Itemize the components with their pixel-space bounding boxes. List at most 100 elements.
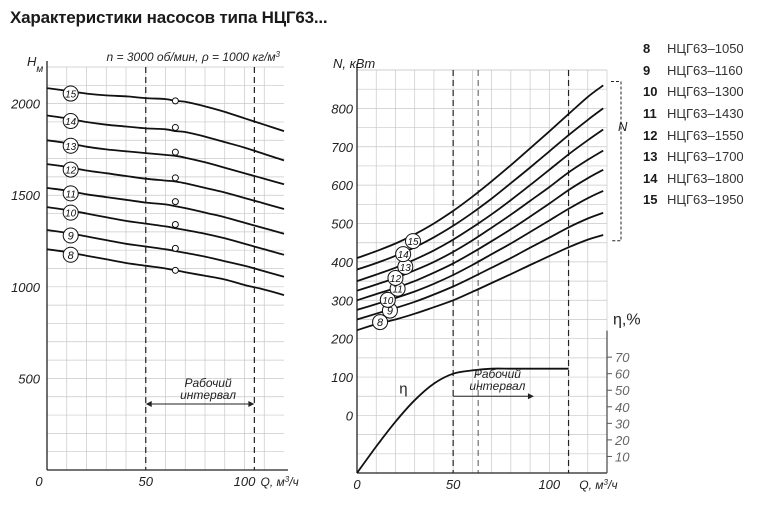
legend-number: 8	[643, 41, 651, 57]
interval-label: Рабочий	[185, 376, 232, 390]
y-tick-label: 1500	[11, 188, 41, 203]
legend-model: НЦГ63–1160	[667, 62, 743, 78]
legend-model: НЦГ63–1800	[667, 170, 744, 186]
curve-number-badge: 10	[62, 204, 79, 221]
chart-subtitle: n = 3000 об/мин, ρ = 1000 кг/м3	[107, 50, 281, 65]
efficiency-curve-label: η	[399, 381, 407, 398]
head-curve-14	[46, 114, 285, 162]
legend-model: НЦГ63–1700	[667, 149, 744, 165]
legend-number: 15	[643, 192, 658, 208]
legend-model: НЦГ63–1050	[667, 41, 744, 57]
efficiency-tick-label: 10	[615, 449, 630, 464]
legend-item: 14 НЦГ63–1800	[643, 168, 773, 190]
legend-number: 10	[643, 84, 658, 100]
interval-label: интервал	[180, 388, 236, 402]
efficiency-tick-label: 60	[615, 367, 630, 382]
badge-circle	[379, 291, 396, 308]
interval-label: интервал	[469, 379, 525, 393]
curve-number-label: 10	[382, 296, 394, 307]
x-axis-label: Q, м3/ч	[261, 475, 299, 490]
head-curve-13	[46, 139, 285, 186]
head-curve-15	[46, 87, 285, 132]
x-axis-label: Q, м3/ч	[579, 478, 617, 493]
y-axis-label: N, кВт	[333, 56, 375, 71]
x-tick-label: 0	[353, 477, 361, 492]
y-tick-label: 600	[331, 178, 353, 193]
y-axis-label: Hм	[27, 54, 43, 75]
curve-number-label: 12	[390, 274, 402, 285]
x-tick-label: 100	[234, 474, 256, 489]
curve-number-label: 13	[65, 142, 77, 153]
y-tick-label: 1000	[11, 280, 41, 295]
legend-number: 14	[643, 170, 658, 186]
y-tick-label: 400	[331, 255, 353, 270]
efficiency-tick-label: 40	[615, 400, 630, 415]
efficiency-point-marker	[171, 97, 179, 105]
efficiency-point-marker	[171, 123, 179, 131]
head-curve-10	[46, 206, 285, 256]
power-bracket	[611, 81, 622, 242]
curve-number-label: 15	[407, 237, 419, 248]
badge-circle	[62, 246, 79, 263]
badge-circle	[62, 227, 79, 244]
curve-number-label: 13	[400, 263, 412, 274]
legend-number: 11	[643, 106, 657, 122]
y-tick-label: 700	[331, 140, 353, 155]
legend-number: 13	[643, 149, 658, 165]
power-curve-12	[356, 149, 604, 292]
curve-number-badge: 15	[405, 233, 421, 250]
badge-circle	[372, 314, 389, 331]
efficiency-curve	[356, 367, 569, 474]
y-tick-label: 200	[330, 332, 353, 347]
curve-number-label: 10	[65, 209, 77, 220]
y-tick-label: 500	[331, 217, 353, 232]
badge-circle	[62, 137, 79, 154]
x-tick-label: 0	[35, 474, 43, 489]
y-tick-label: 800	[331, 101, 353, 116]
legend-model: НЦГ63–1550	[667, 127, 744, 143]
power-curve-13	[356, 128, 604, 282]
badge-circle	[62, 185, 79, 202]
curve-number-label: 8	[68, 250, 75, 262]
curve-number-label: 9	[387, 306, 393, 318]
curve-number-label: 8	[377, 317, 384, 329]
legend-item: 12 НЦГ63–1550	[643, 124, 773, 146]
page-title: Характеристики насосов типа НЦГ63...	[10, 8, 328, 27]
x-tick-label: 100	[538, 477, 560, 492]
x-tick-label: 50	[139, 474, 154, 489]
power-curve-15	[356, 84, 604, 259]
badge-circle	[395, 246, 412, 263]
efficiency-tick-label: 20	[614, 433, 630, 448]
curve-number-badge: 10	[379, 291, 396, 308]
power-curve-10	[356, 190, 604, 311]
interval-arrow-head	[248, 401, 255, 407]
efficiency-tick-label: 50	[615, 383, 630, 398]
curve-number-label: 14	[398, 250, 410, 261]
interval-arrow-head	[527, 393, 534, 400]
curve-number-label: 11	[66, 189, 76, 200]
legend-item: 10 НЦГ63–1300	[643, 81, 773, 103]
curve-number-label: 15	[65, 90, 77, 101]
legend-number: 9	[643, 62, 651, 78]
efficiency-point-marker	[171, 148, 179, 156]
curve-number-badge: 14	[395, 246, 412, 263]
legend-item: 8 НЦГ63–1050	[643, 38, 773, 60]
efficiency-axis-label: η,%	[613, 312, 641, 329]
curve-number-label: 14	[65, 117, 77, 128]
head-chart: 500 1000 1500 2000 0 50 100 Q, м3/ч Hм n = 3000 о…	[10, 50, 299, 490]
y-tick-label: 100	[331, 370, 353, 385]
efficiency-tick-label: 70	[615, 350, 630, 365]
x-tick-label: 50	[446, 477, 461, 492]
power-efficiency-chart: 0 100 200 300 400 500 600 700 800 0 50 100 Q, м3/ч N,…	[330, 56, 640, 492]
power-curve-8	[356, 234, 604, 332]
legend-model: НЦГ63–1430	[667, 106, 744, 122]
legend-model: НЦГ63–1300	[667, 84, 744, 100]
curve-number-label: 9	[68, 231, 74, 243]
y-tick-label: 2000	[10, 97, 41, 112]
curve-number-badge: 8	[372, 314, 389, 331]
efficiency-tick-label: 30	[615, 416, 630, 431]
badge-circle	[62, 204, 79, 221]
curve-number-badge: 8	[62, 246, 79, 263]
legend-number: 12	[643, 127, 658, 143]
